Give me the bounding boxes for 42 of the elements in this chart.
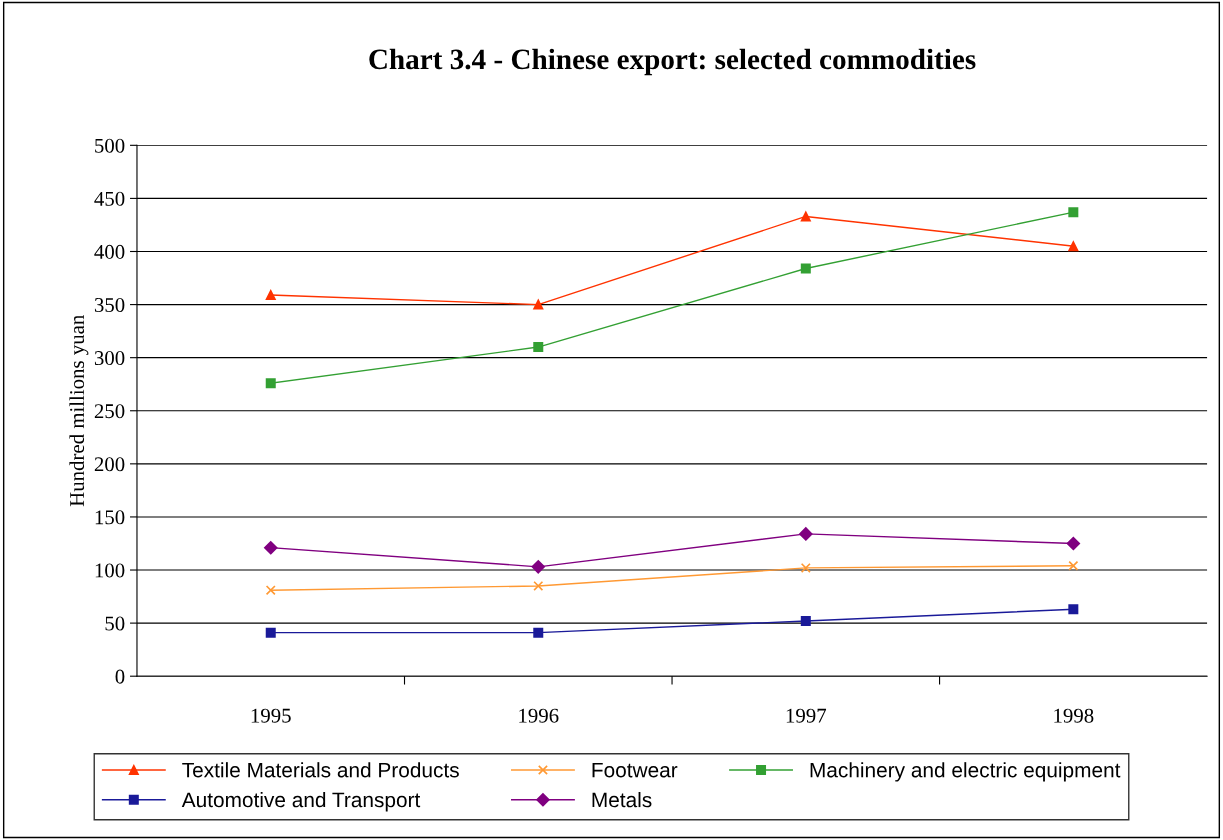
y-tick-label: 250 <box>94 404 125 419</box>
y-tick-label: 400 <box>94 244 125 259</box>
point <box>800 211 811 222</box>
x-tick-label: 1997 <box>786 708 827 723</box>
point <box>533 342 544 353</box>
point <box>533 627 544 638</box>
y-tick-label: 100 <box>95 563 125 578</box>
point <box>800 562 811 573</box>
point <box>531 560 545 574</box>
point <box>800 615 811 626</box>
y-tick-label: 350 <box>94 297 125 313</box>
point <box>1068 560 1079 571</box>
y-tick-label: 50 <box>105 616 125 631</box>
chart-title: Chart 3.4 - Chinese export: selected commodities <box>369 48 976 76</box>
point <box>265 585 276 596</box>
y-tick-label: 150 <box>95 510 125 525</box>
point <box>1068 207 1079 218</box>
legend-label: Machinery and electric equipment <box>810 762 1121 782</box>
point <box>800 263 811 274</box>
legend-label: Automotive and Transport <box>181 791 421 812</box>
point <box>799 527 813 541</box>
legend-label: Footwear <box>592 762 678 778</box>
point <box>533 580 544 591</box>
y-tick-label: 300 <box>94 351 125 366</box>
y-tick-label: 200 <box>94 457 125 472</box>
point <box>265 627 276 638</box>
point <box>533 299 544 310</box>
x-tick-label: 1995 <box>251 708 291 723</box>
point <box>1066 536 1081 551</box>
point <box>1068 241 1079 252</box>
legend-label: Metals <box>592 791 652 808</box>
point <box>265 378 276 389</box>
y-tick-label: 500 <box>95 138 125 153</box>
y-tick-label: 0 <box>115 669 125 684</box>
x-tick-label: 1996 <box>519 708 559 723</box>
y-axis-title: Hundred millions yuan <box>69 315 89 507</box>
legend-label: Textile Materials and Products <box>182 762 459 778</box>
point <box>264 540 278 555</box>
point <box>265 290 276 301</box>
y-tick-label: 450 <box>94 191 125 206</box>
x-tick-label: 1998 <box>1054 708 1094 723</box>
point <box>1068 604 1079 615</box>
